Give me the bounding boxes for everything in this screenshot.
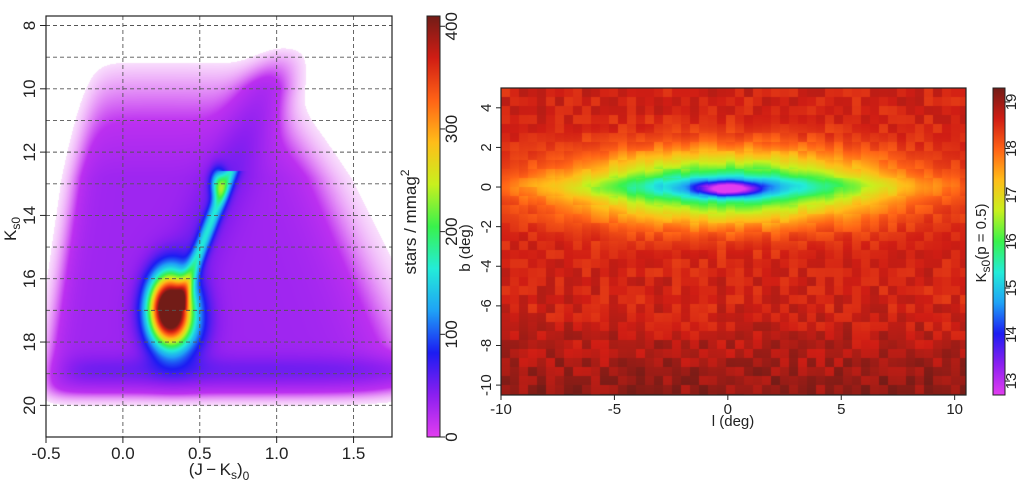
map-x-tick-label: 10 xyxy=(946,401,963,418)
map-y-axis-label: b (deg) xyxy=(457,224,474,272)
cmd-x-tick-label: 0.0 xyxy=(111,444,135,463)
cmd-x-label-sub1: s xyxy=(231,468,237,482)
cmd-x-axis-ticks: -0.5 0.0 0.5 1.0 1.5 xyxy=(31,437,365,463)
map-x-axis-ticks: -10 -5 0 5 10 xyxy=(490,395,963,418)
map-y-tick-label: -10 xyxy=(478,374,495,396)
cmd-x-label-close: ) xyxy=(237,460,243,479)
map-colorbar-label: Ks0(p = 0.5) xyxy=(973,204,993,283)
cmd-colorbar-strip xyxy=(426,15,441,438)
cmd-x-label-sub2: 0 xyxy=(243,469,250,483)
cmd-y-label-base: K xyxy=(1,229,20,241)
map-colorbar-label-base: K xyxy=(973,272,990,282)
map-colorbar-label-rest: (p = 0.5) xyxy=(973,204,990,260)
map-x-axis-label: l (deg) xyxy=(712,413,755,430)
cmd-colorbar-tick-label: 100 xyxy=(442,320,461,348)
map-y-tick-label: -6 xyxy=(478,299,495,312)
cmd-x-tick-label: 0.5 xyxy=(188,444,212,463)
map-colorbar-tick-label: 15 xyxy=(1003,280,1020,297)
map-colorbar-tick-label: 14 xyxy=(1003,326,1020,343)
cmd-colorbar-label-sup: 2 xyxy=(398,169,412,176)
cmd-y-label-sub: s0 xyxy=(9,217,23,230)
map-colorbar-ticks: 13 14 15 16 17 18 19 xyxy=(1003,94,1020,390)
map-y-tick-label: -8 xyxy=(478,339,495,352)
cmd-x-label-base: (J − K xyxy=(189,460,232,479)
cmd-colorbar-label: stars / mmag2 xyxy=(398,169,420,274)
cmd-x-tick-label: 1.0 xyxy=(265,444,289,463)
cmd-y-tick-label: 20 xyxy=(20,396,39,415)
map-colorbar-tick-label: 18 xyxy=(1003,140,1020,157)
map-colorbar-tick-label: 16 xyxy=(1003,233,1020,250)
cmd-colorbar-tick-label: 0 xyxy=(442,432,461,441)
cmd-density-map xyxy=(46,16,392,437)
cmd-colorbar-tick-label: 300 xyxy=(442,115,461,143)
cmd-colorbar: 0 100 200 300 400 stars / mmag2 xyxy=(398,12,461,442)
map-colorbar: 13 14 15 16 17 18 19 Ks0(p = 0.5) xyxy=(973,87,1020,396)
map-colorbar-tick-label: 17 xyxy=(1003,187,1020,204)
cmd-colorbar-tick-label: 400 xyxy=(442,12,461,40)
map-colorbar-tick-label: 19 xyxy=(1003,94,1020,111)
map-x-tick-label: -5 xyxy=(608,401,621,418)
cmd-y-tick-label: 16 xyxy=(20,269,39,288)
cmd-grid xyxy=(46,16,392,437)
map-x-tick-label: -10 xyxy=(490,401,512,418)
map-y-tick-label: 4 xyxy=(478,104,495,112)
map-panel: -10 -5 0 5 10 -10 -8 -6 -4 -2 0 2 4 l (deg) b (deg) xyxy=(457,87,967,430)
cmd-y-axis-ticks: 8 10 12 14 16 18 20 xyxy=(20,21,46,415)
map-x-tick-label: 0 xyxy=(724,401,732,418)
cmd-colorbar-label-base: stars / mmag xyxy=(401,176,420,274)
map-y-tick-label: 2 xyxy=(478,143,495,151)
cmd-x-axis-label: (J − Ks)0 xyxy=(189,460,250,483)
cmd-colorbar-tick-label: 200 xyxy=(442,217,461,245)
cmd-colorbar-ticks: 0 100 200 300 400 xyxy=(440,12,461,442)
cmd-y-tick-label: 12 xyxy=(20,143,39,162)
cmd-y-tick-label: 10 xyxy=(20,79,39,98)
cmd-y-axis-label: Ks0 xyxy=(1,217,23,241)
map-y-tick-label: -2 xyxy=(478,220,495,233)
cmd-y-tick-label: 14 xyxy=(20,206,39,225)
cmd-y-tick-label: 18 xyxy=(20,333,39,352)
cmd-panel: -0.5 0.0 0.5 1.0 1.5 8 10 12 14 16 18 20 (J − Ks)0… xyxy=(1,15,393,483)
sky-map xyxy=(501,88,966,395)
cmd-x-tick-label: 1.5 xyxy=(342,444,366,463)
map-y-tick-label: -4 xyxy=(478,260,495,273)
map-x-tick-label: 5 xyxy=(837,401,845,418)
map-y-axis-ticks: -10 -8 -6 -4 -2 0 2 4 xyxy=(478,104,501,396)
map-plot-frame xyxy=(500,87,967,396)
map-y-tick-label: 0 xyxy=(478,183,495,191)
cmd-y-tick-label: 8 xyxy=(20,21,39,30)
map-colorbar-tick-label: 13 xyxy=(1003,373,1020,390)
cmd-plot-frame xyxy=(45,15,393,438)
map-colorbar-label-sub: s0 xyxy=(979,259,993,272)
cmd-x-tick-label: -0.5 xyxy=(31,444,60,463)
